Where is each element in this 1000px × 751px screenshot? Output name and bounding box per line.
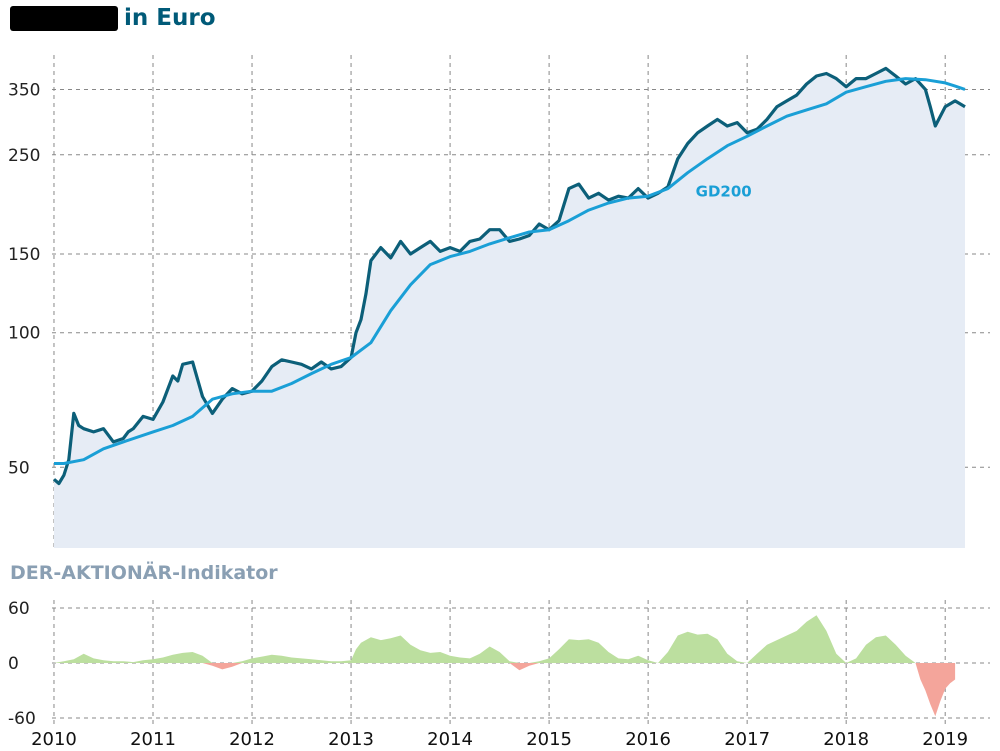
title-row: in Euro xyxy=(10,3,216,33)
main-y-tick-label: 50 xyxy=(8,458,30,478)
main-y-tick-label: 350 xyxy=(8,80,40,100)
x-tick-label: 2015 xyxy=(526,729,572,750)
indicator-title: DER-AKTIONÄR-Indikator xyxy=(10,562,278,584)
chart-title: in Euro xyxy=(124,5,216,31)
price-series-line xyxy=(52,66,966,486)
indicator-y-tick-label: -60 xyxy=(8,709,36,729)
price-area-fill xyxy=(53,68,966,549)
x-tick-label: 2010 xyxy=(31,729,77,750)
indicator-y-axis: 60 0 -60 xyxy=(8,599,36,729)
main-y-axis: 50 100 150 250 350 xyxy=(8,80,40,478)
x-tick-label: 2013 xyxy=(328,729,374,750)
x-tick-label: 2012 xyxy=(229,729,275,750)
indicator-plot xyxy=(54,615,956,717)
indicator-negative-area xyxy=(54,663,956,717)
redacted-title-box xyxy=(10,5,118,31)
main-y-tick-label: 250 xyxy=(8,146,40,166)
indicator-y-tick-label: 60 xyxy=(8,599,30,619)
x-axis: 2010 2011 2012 2013 2014 2015 2016 2017 2018 2019 xyxy=(31,729,968,750)
main-y-tick-label: 150 xyxy=(8,245,40,265)
x-tick-label: 2016 xyxy=(625,729,671,750)
main-y-tick-label: 100 xyxy=(8,324,40,344)
x-tick-label: 2019 xyxy=(922,729,968,750)
gd200-label: GD200 xyxy=(696,183,752,201)
x-tick-label: 2014 xyxy=(427,729,473,750)
x-tick-label: 2018 xyxy=(823,729,869,750)
indicator-y-tick-label: 0 xyxy=(8,654,19,674)
x-tick-label: 2011 xyxy=(130,729,176,750)
gd200-series-line xyxy=(54,77,966,465)
indicator-positive-area xyxy=(54,615,956,663)
x-tick-label: 2017 xyxy=(724,729,770,750)
main-plot: GD200 xyxy=(52,66,966,549)
